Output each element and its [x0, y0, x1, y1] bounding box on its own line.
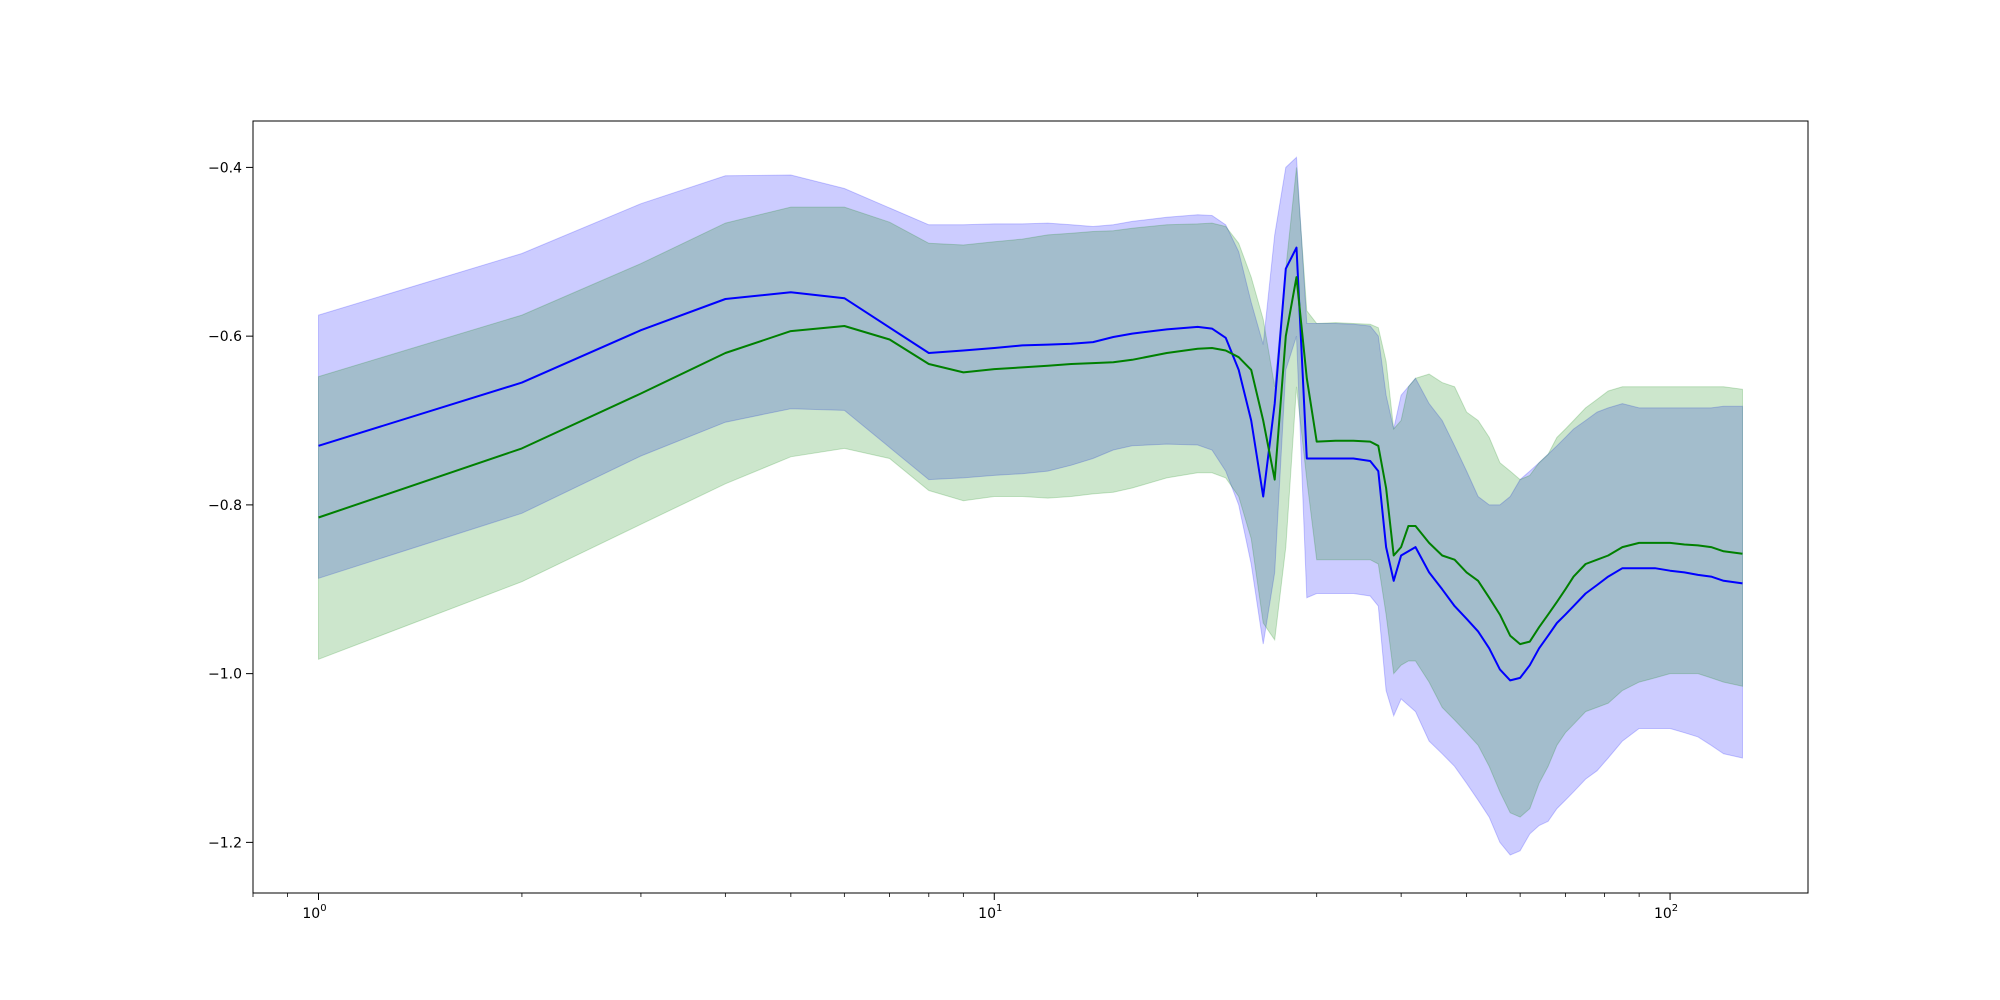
x-tick-label: 100 — [302, 903, 326, 922]
confidence-bands — [318, 156, 1743, 856]
y-tick-label: −0.8 — [208, 498, 242, 514]
y-tick-label: −0.4 — [208, 160, 242, 176]
y-tick-label: −1.0 — [208, 667, 242, 683]
series-lines — [318, 246, 1743, 682]
plot-frame — [252, 120, 1809, 894]
series-2-line — [318, 276, 1743, 646]
x-tick-label: 101 — [978, 903, 1002, 922]
y-tick-label: −0.6 — [208, 329, 242, 345]
series-1-band — [318, 156, 1743, 856]
y-axis: −0.4 −0.6 −0.8 −1.0 −1.2 — [208, 160, 253, 851]
x-tick-label: 102 — [1654, 903, 1678, 922]
y-tick-label: −1.2 — [208, 835, 242, 851]
x-axis: 100 101 102 — [252, 893, 1678, 922]
series-2-band — [318, 167, 1743, 818]
series-1-line — [318, 246, 1743, 682]
